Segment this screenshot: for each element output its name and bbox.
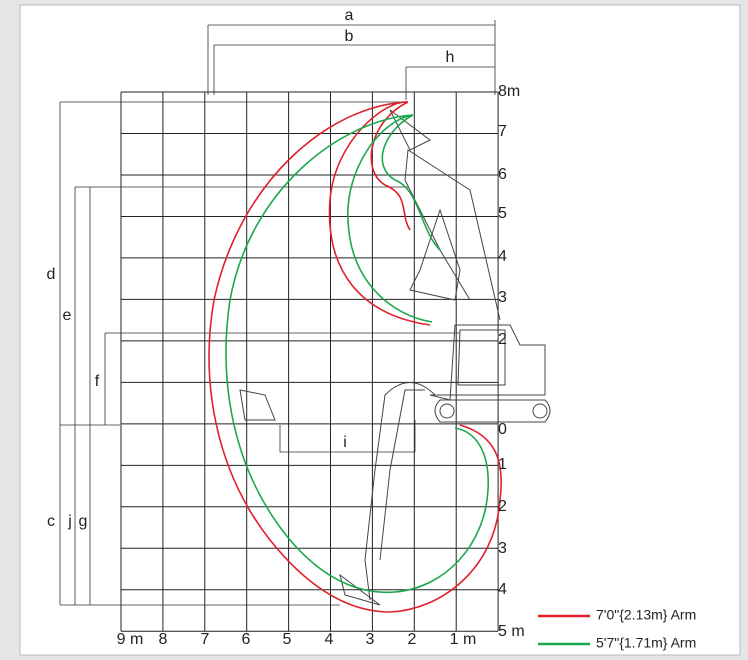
x-axis-label: 2	[408, 631, 417, 648]
range-curve-long-arm	[208, 101, 502, 613]
y-axis-label: 8m	[498, 83, 520, 100]
x-axis-label: 1 m	[450, 631, 477, 648]
x-axis-label: 4	[325, 631, 334, 648]
dim-label: c	[47, 513, 55, 530]
dim-label: a	[345, 7, 354, 24]
y-axis-label: 7	[498, 123, 507, 140]
dimension-lines	[59, 20, 496, 606]
dim-label: e	[63, 307, 72, 324]
dim-label: f	[95, 373, 100, 390]
legend-label: 7'0"{2.13m} Arm	[596, 607, 696, 623]
dim-label: d	[47, 266, 56, 283]
x-axis-label: 9 m	[117, 631, 144, 648]
y-axis-label: 4	[498, 581, 507, 598]
y-axis-label: 2	[498, 498, 507, 515]
y-axis-label: 1	[498, 456, 507, 473]
y-axis-label: 3	[498, 540, 507, 557]
excavator	[239, 109, 551, 606]
legend-label: 5'7"{1.71m} Arm	[596, 635, 696, 651]
y-axis-label: 4	[498, 248, 507, 265]
x-axis-label: 8	[159, 631, 168, 648]
y-axis-label: 5	[498, 205, 507, 222]
y-axis-label: 6	[498, 166, 507, 183]
range-curve-short-arm	[225, 114, 489, 594]
grid	[120, 91, 499, 632]
x-axis-label: 7	[201, 631, 210, 648]
y-axis-label: 5 m	[498, 623, 525, 640]
x-axis-label: 5	[283, 631, 292, 648]
y-axis-label: 2	[498, 331, 507, 348]
legend: 7'0"{2.13m} Arm 5'7"{1.71m} Arm	[538, 607, 696, 651]
y-axis-label: 3	[498, 289, 507, 306]
dim-label: i	[343, 434, 347, 451]
dim-label: b	[345, 28, 354, 45]
dim-label: g	[79, 513, 88, 530]
x-axis-label: 6	[242, 631, 251, 648]
dim-label: h	[446, 49, 455, 66]
x-axis-label: 3	[366, 631, 375, 648]
panel	[19, 4, 741, 656]
y-axis-label: 0	[498, 421, 507, 438]
dim-label: j	[67, 513, 72, 530]
